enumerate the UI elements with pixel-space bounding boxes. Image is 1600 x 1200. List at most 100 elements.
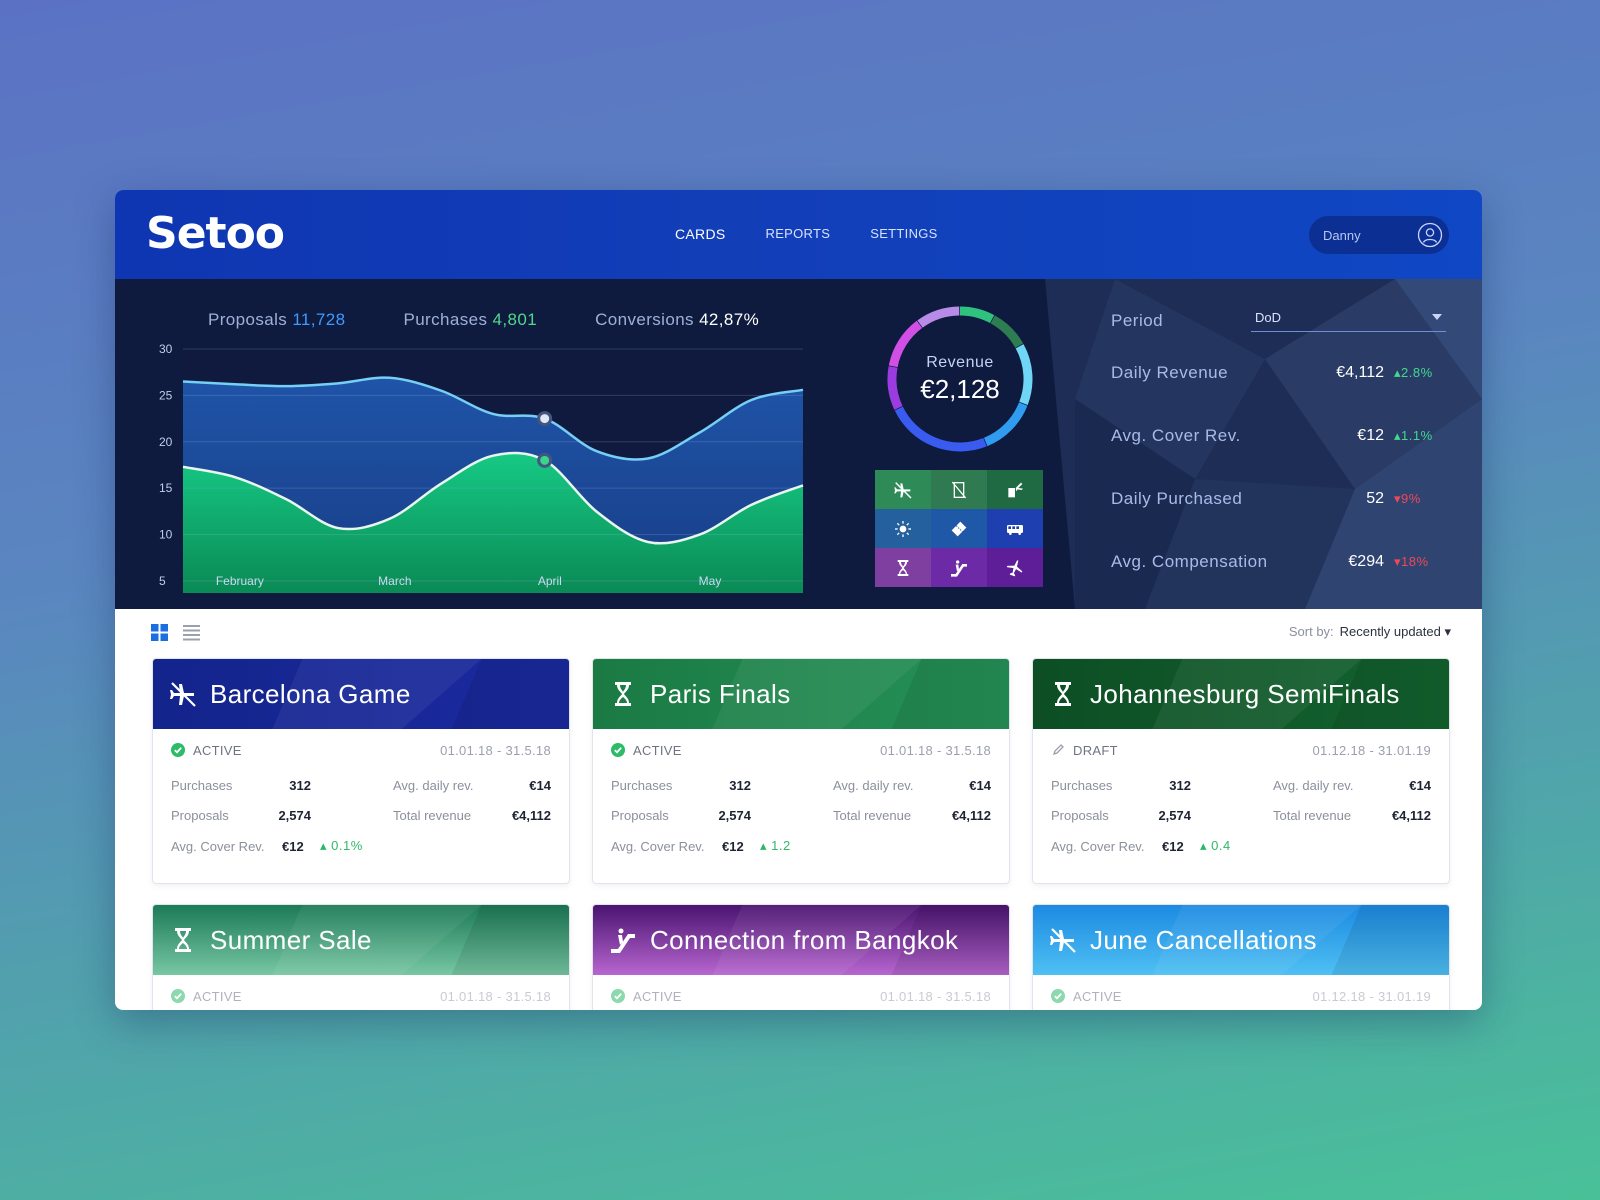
stat-total-revenue: Total revenue €4,112 (833, 805, 991, 825)
kpi-proposals: Proposals 11,728 (208, 310, 345, 330)
stat-label: Avg. daily rev. (393, 777, 474, 793)
category-cell[interactable] (931, 470, 987, 509)
date-range: 01.12.18 - 31.01.19 (1312, 988, 1431, 1004)
stat-label: Avg. Cover Rev. (1051, 838, 1145, 854)
arrow-up-icon: ▴ (760, 838, 772, 853)
stat-label: Proposals (171, 807, 229, 823)
stat-value: €4,112 (511, 807, 551, 823)
campaign-card[interactable]: Johannesburg SemiFinals DRAFT 01.12.18 -… (1032, 658, 1450, 884)
series-1-line[interactable] (182, 376, 804, 461)
metric-delta-value: 18% (1401, 553, 1429, 569)
area-chart[interactable]: 5 10 15 20 25 30 February March April May (145, 339, 805, 599)
donut-segment[interactable] (983, 402, 1028, 447)
stat-avg-cover: Avg. Cover Rev. €12 ▴ 1.2 (611, 836, 811, 856)
card-header: Paris Finals (593, 659, 1009, 729)
donut-segment[interactable] (888, 320, 923, 368)
airplane-icon (1006, 559, 1023, 576)
donut-segment[interactable] (894, 406, 987, 452)
main-nav: CARDS REPORTS SETTINGS (675, 226, 938, 242)
series-2-line[interactable] (182, 451, 804, 545)
stat-delta-value: 0.4 (1211, 838, 1231, 853)
metrics-panel: Period DoD Daily Revenue €4,112 ▴2.8% Avg… (1111, 301, 1446, 593)
grid-view-icon[interactable] (151, 624, 168, 641)
category-cell[interactable] (987, 548, 1043, 587)
card-header: Johannesburg SemiFinals (1033, 659, 1449, 729)
metric-label: Daily Purchased (1111, 488, 1243, 508)
stat-avg-cover: Avg. Cover Rev. €12 ▴ 0.4 (1051, 836, 1251, 856)
campaign-card[interactable]: Summer Sale ACTIVE 01.01.18 - 31.5.18 (152, 904, 570, 1010)
nav-settings[interactable]: SETTINGS (870, 226, 938, 241)
list-view-icon[interactable] (183, 624, 200, 641)
hotel-flight-icon (1008, 482, 1023, 497)
card-status-row: DRAFT 01.12.18 - 31.01.19 (1051, 739, 1431, 761)
category-cell[interactable] (875, 470, 931, 509)
card-header-pattern (272, 659, 569, 729)
card-body: DRAFT 01.12.18 - 31.01.19 Purchases 312 … (1033, 729, 1449, 883)
metric-value: €12 (1357, 426, 1384, 444)
logo[interactable]: Setoo (146, 208, 285, 259)
campaign-card[interactable]: Barcelona Game ACTIVE 01.01.18 - 31.5.18… (152, 658, 570, 884)
user-name: Danny (1323, 227, 1361, 243)
stat-value: €12 (722, 838, 744, 854)
stat-label: Avg. daily rev. (833, 777, 914, 793)
nav-reports[interactable]: REPORTS (765, 226, 831, 241)
stat-avg-daily: Avg. daily rev. €14 (833, 775, 991, 795)
kpi-proposals-value: 11,728 (292, 310, 346, 329)
data-point-marker[interactable] (537, 411, 553, 427)
arrow-down-icon: ▾ (1394, 553, 1402, 569)
card-header-pattern (1152, 905, 1449, 975)
pencil-icon (1052, 744, 1064, 756)
arrow-up-icon: ▴ (1200, 838, 1212, 853)
donut-segment[interactable] (887, 366, 903, 410)
stat-proposals: Proposals 2,574 (171, 805, 311, 825)
chevron-down-icon (1432, 314, 1442, 320)
nav-cards[interactable]: CARDS (675, 226, 726, 242)
card-body: ACTIVE 01.01.18 - 31.5.18 Purchases 312 … (593, 729, 1009, 883)
status-badge: ACTIVE (633, 988, 682, 1004)
check-circle-icon (611, 743, 625, 757)
sort-select[interactable]: Recently updated ▾ (1339, 624, 1451, 639)
stat-value: €14 (529, 777, 551, 793)
metric-label: Daily Revenue (1111, 362, 1229, 382)
metric-row: Avg. Compensation €294 ▾18% (1111, 530, 1446, 593)
check-circle-icon (171, 989, 185, 1003)
metric-delta: ▾9% (1384, 491, 1446, 507)
category-cell[interactable] (875, 509, 931, 548)
date-range: 01.12.18 - 31.01.19 (1312, 742, 1431, 758)
cards-toolbar: Sort by: Recently updated ▾ (151, 624, 1451, 648)
check-circle-icon (171, 743, 185, 757)
sun-icon (895, 520, 911, 537)
card-title: Barcelona Game (210, 678, 411, 709)
y-tick-label: 20 (159, 435, 173, 449)
user-menu[interactable]: Danny (1309, 216, 1449, 254)
period-value: DoD (1255, 310, 1282, 325)
period-select[interactable]: DoD (1251, 310, 1446, 332)
stat-proposals: Proposals 2,574 (611, 805, 751, 825)
card-header-pattern (712, 659, 1009, 729)
donut-segment[interactable] (990, 315, 1024, 348)
category-cell[interactable] (931, 509, 987, 548)
category-icon-grid (875, 470, 1043, 587)
kpi-purchases-value: 4,801 (492, 310, 538, 329)
revenue-donut[interactable] (880, 299, 1040, 459)
flight-icon (1050, 928, 1076, 953)
category-cell[interactable] (875, 548, 931, 587)
stat-value: 2,574 (718, 807, 751, 823)
data-point-marker[interactable] (537, 452, 553, 468)
metric-delta: ▴1.1% (1384, 428, 1446, 444)
campaign-card[interactable]: Paris Finals ACTIVE 01.01.18 - 31.5.18 P… (592, 658, 1010, 884)
donut-segment[interactable] (1015, 344, 1033, 405)
sort-control: Sort by: Recently updated ▾ (1289, 624, 1451, 640)
campaign-card[interactable]: Connection from Bangkok ACTIVE 01.01.18 … (592, 904, 1010, 1010)
stat-value: €14 (1409, 777, 1431, 793)
campaign-card[interactable]: June Cancellations ACTIVE 01.12.18 - 31.… (1032, 904, 1450, 1010)
category-cell[interactable] (931, 548, 987, 587)
stat-value: 2,574 (1158, 807, 1191, 823)
donut-segment[interactable] (917, 306, 960, 328)
hourglass-icon (615, 682, 631, 706)
category-cell[interactable] (987, 470, 1043, 509)
donut-segment[interactable] (959, 306, 995, 324)
arrow-down-icon: ▾ (1394, 490, 1402, 506)
category-cell[interactable] (987, 509, 1043, 548)
top-navbar: Setoo CARDS REPORTS SETTINGS Danny (115, 190, 1482, 279)
